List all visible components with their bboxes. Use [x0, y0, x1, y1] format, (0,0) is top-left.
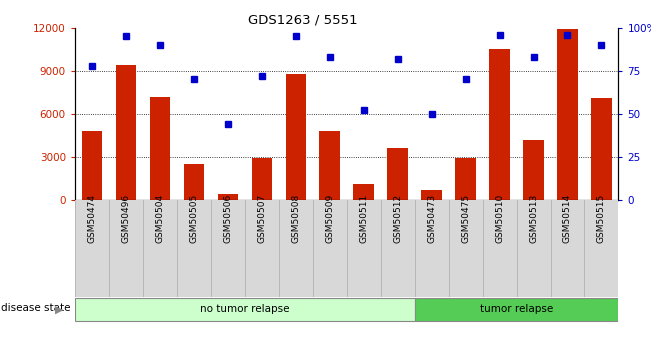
Bar — [557, 29, 577, 200]
Bar — [415, 298, 618, 321]
Bar — [353, 184, 374, 200]
Bar — [320, 131, 340, 200]
Bar — [251, 158, 272, 200]
Bar — [217, 194, 238, 200]
Text: disease state: disease state — [1, 303, 70, 313]
Bar — [184, 164, 204, 200]
Bar — [150, 97, 170, 200]
Bar — [286, 73, 306, 200]
Bar — [421, 190, 442, 200]
Text: ▶: ▶ — [55, 305, 64, 315]
Text: GDS1263 / 5551: GDS1263 / 5551 — [249, 14, 358, 27]
Bar — [591, 98, 612, 200]
Text: tumor relapse: tumor relapse — [480, 304, 553, 314]
Bar — [455, 158, 476, 200]
Bar — [81, 131, 102, 200]
Bar — [75, 298, 415, 321]
Bar — [387, 148, 408, 200]
Bar — [116, 65, 136, 200]
Text: no tumor relapse: no tumor relapse — [200, 304, 290, 314]
Bar — [523, 140, 544, 200]
Bar — [490, 49, 510, 200]
